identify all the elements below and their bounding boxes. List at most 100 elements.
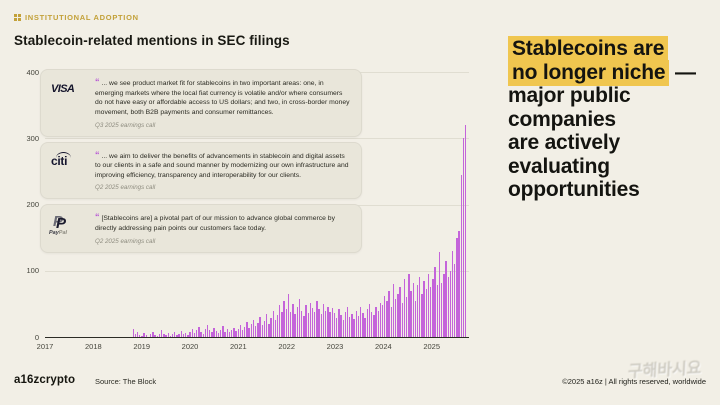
quote-attribution: Q3 2025 earnings call: [95, 121, 156, 129]
bar: [392, 284, 395, 337]
bar: [329, 311, 331, 337]
bar: [432, 278, 434, 337]
bar: [366, 309, 368, 337]
bars: [45, 72, 469, 337]
quote-mark-icon: “: [95, 212, 100, 223]
quote-mark-icon: “: [95, 149, 100, 160]
bar: [211, 332, 213, 337]
bar: [340, 315, 342, 337]
bar: [458, 231, 460, 337]
bar: [272, 310, 274, 337]
bar: [434, 267, 436, 337]
citi-logo: citi: [51, 152, 71, 168]
bar: [200, 331, 202, 337]
bar: [303, 315, 305, 337]
bar: [171, 334, 174, 337]
bar: [274, 320, 277, 337]
bar: [370, 311, 373, 337]
bar: [298, 298, 301, 337]
bar: [390, 307, 393, 337]
bar: [454, 264, 456, 337]
bar: [174, 332, 176, 337]
bar: [375, 307, 377, 337]
gridline: [45, 138, 469, 140]
bar: [270, 318, 272, 337]
y-axis-tick-label: 200: [26, 200, 39, 209]
bar: [141, 335, 143, 337]
x-axis-tick-label: 2017: [36, 342, 54, 351]
bar: [357, 315, 360, 337]
section-kicker: INSTITUTIONAL ADOPTION: [14, 13, 139, 22]
bar: [403, 278, 406, 337]
bar: [405, 297, 408, 337]
headline-line: Stablecoins are: [508, 36, 710, 62]
bar: [209, 330, 211, 337]
bar: [351, 313, 353, 337]
bar: [257, 323, 259, 337]
bar: [276, 315, 279, 337]
x-axis-tick-label: 2024: [374, 342, 392, 351]
citi-arc-icon: [55, 152, 71, 158]
bar: [195, 330, 198, 337]
headline-line: opportunities: [508, 178, 640, 201]
bar: [373, 315, 375, 337]
headline-line: evaluating: [508, 154, 610, 178]
bar: [314, 311, 316, 337]
x-axis-tick-label: 2022: [278, 342, 295, 351]
bar: [189, 331, 191, 337]
bar: [325, 310, 327, 337]
bar: [265, 313, 268, 337]
bar: [346, 307, 349, 337]
bar: [287, 293, 290, 337]
bar: [259, 317, 261, 337]
bar: [215, 331, 218, 337]
bar: [241, 330, 244, 337]
bar: [206, 325, 209, 337]
quote-attribution: Q2 2025 earnings call: [95, 237, 156, 245]
bar: [285, 309, 288, 337]
bar: [307, 313, 309, 337]
bar: [353, 319, 355, 337]
bar: [150, 334, 152, 337]
bar: [423, 280, 425, 337]
bar: [410, 290, 412, 337]
bar: [395, 298, 397, 337]
bar: [349, 317, 351, 337]
bar: [386, 300, 388, 337]
bar: [344, 311, 347, 337]
bar: [320, 313, 323, 337]
bar: [421, 293, 423, 337]
headline-line: are actively: [508, 131, 621, 154]
bar: [449, 270, 452, 337]
bar: [416, 285, 419, 337]
bar: [300, 310, 303, 337]
x-axis-line: [45, 336, 469, 338]
bar: [456, 237, 458, 337]
bar: [465, 125, 467, 337]
bar: [362, 313, 364, 337]
bar: [143, 333, 145, 337]
bar: [462, 138, 465, 337]
bar: [335, 318, 338, 337]
bar: [290, 311, 292, 337]
bar: [239, 325, 242, 337]
bar: [322, 303, 325, 337]
bar: [425, 289, 428, 337]
headline: Stablecoins are no longer niche — major pu…: [508, 36, 710, 202]
bar: [283, 300, 285, 337]
bar: [364, 317, 366, 337]
bar: [204, 329, 207, 337]
bar: [248, 327, 250, 337]
bar: [228, 332, 231, 337]
bar: [338, 309, 340, 337]
bar: [198, 327, 200, 337]
grid-icon: [14, 14, 21, 21]
bar: [167, 333, 169, 337]
bar: [399, 287, 401, 337]
bar: [180, 331, 183, 337]
bar: [292, 303, 294, 337]
bar: [191, 329, 193, 337]
bar: [408, 274, 410, 337]
a16zcrypto-logo: a16zcrypto: [14, 374, 76, 386]
